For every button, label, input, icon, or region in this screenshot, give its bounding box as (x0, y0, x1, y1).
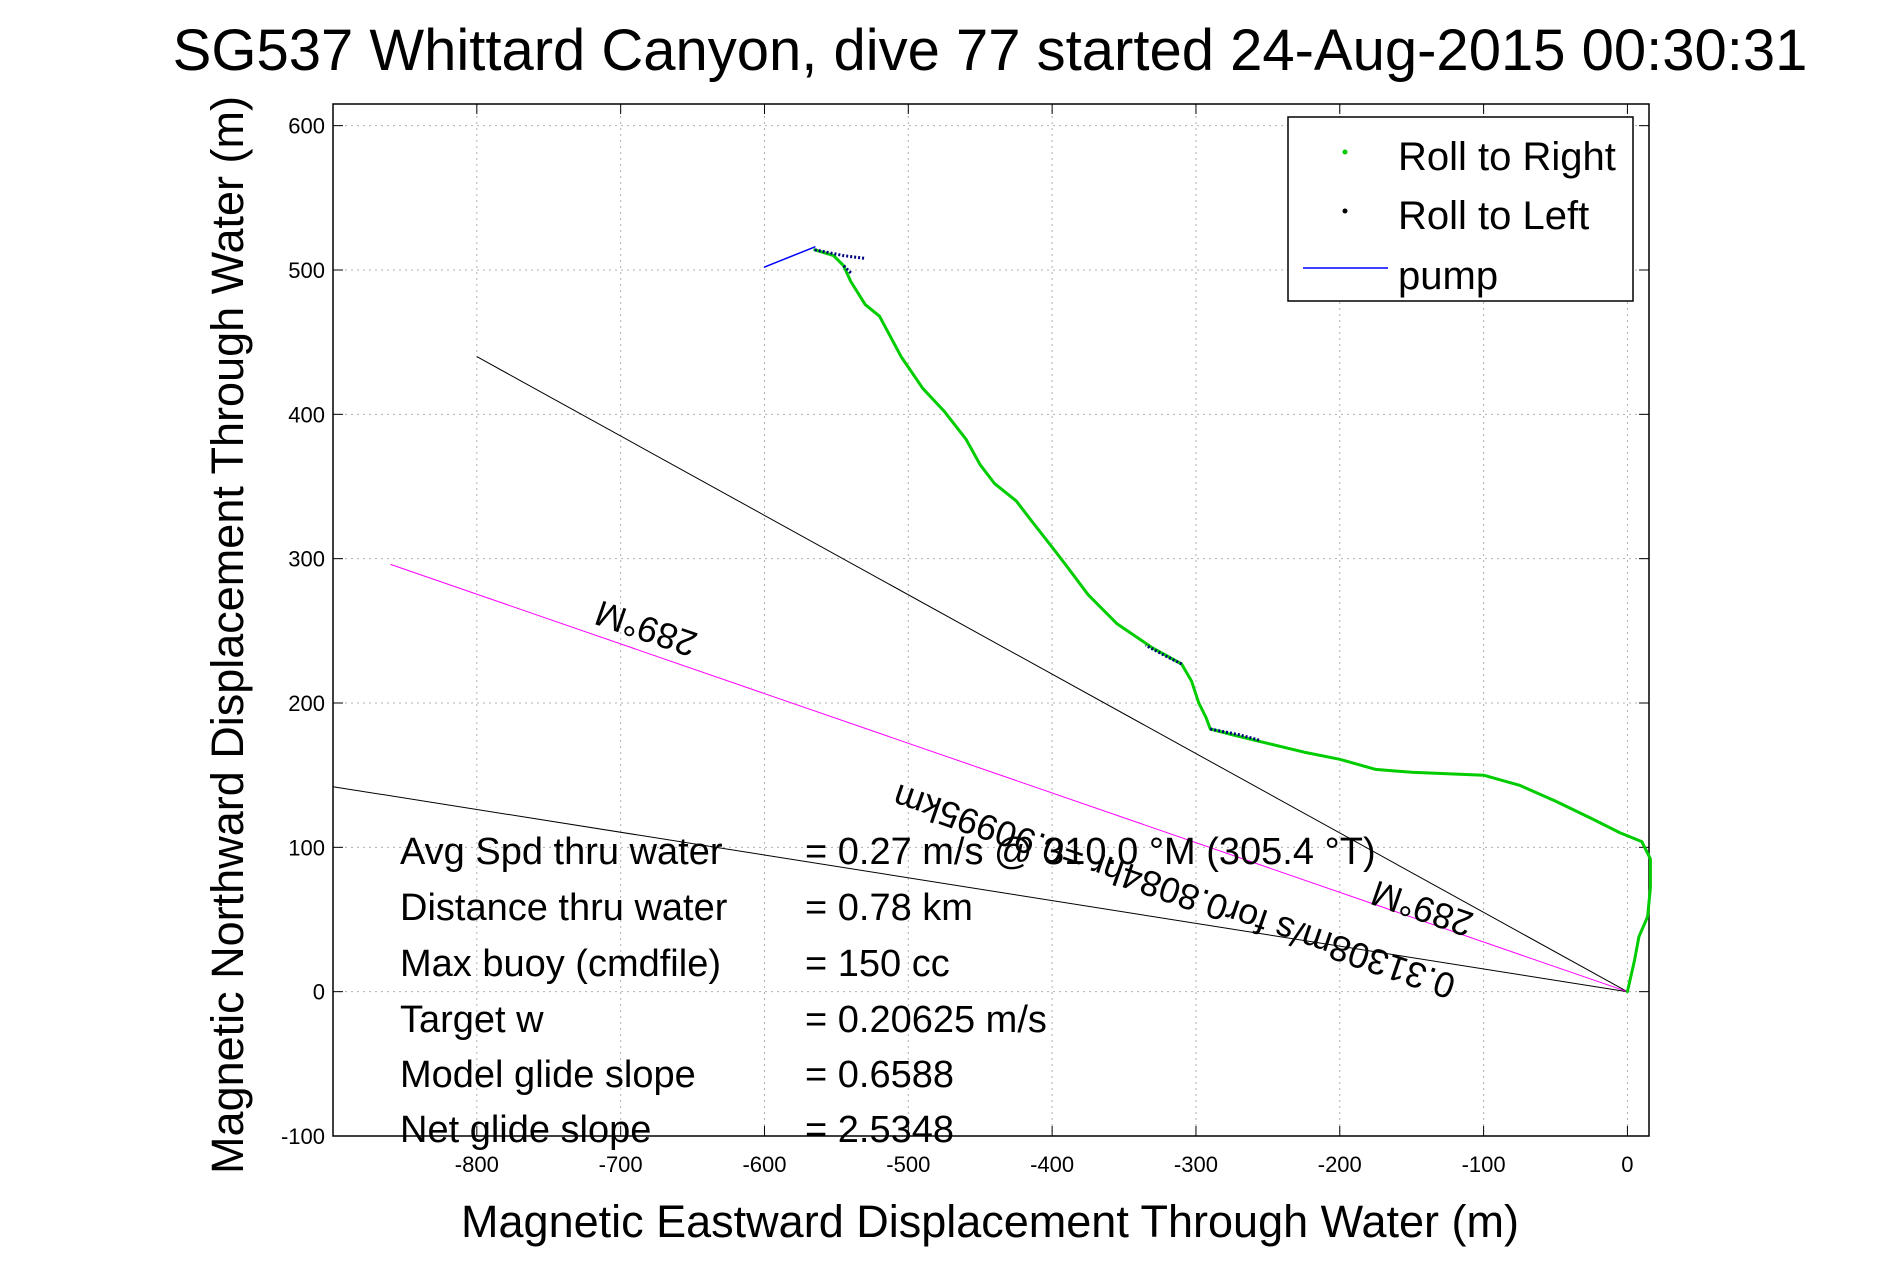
stat-value: = 150 cc (805, 943, 950, 985)
y-tick-label: 200 (288, 691, 325, 716)
stat-label: Distance thru water (400, 887, 728, 929)
stat-label: Net glide slope (400, 1109, 651, 1151)
x-tick-label: -200 (1318, 1152, 1362, 1177)
stat-label: Avg Spd thru water (400, 831, 723, 873)
x-tick-label: 0 (1621, 1152, 1633, 1177)
x-tick-label: -300 (1174, 1152, 1218, 1177)
x-tick-label: -100 (1462, 1152, 1506, 1177)
y-tick-label: 600 (288, 114, 325, 139)
x-tick-label: -600 (742, 1152, 786, 1177)
reference-line (476, 356, 1628, 993)
y-tick-label: 300 (288, 547, 325, 572)
series-roll-to-left (842, 264, 852, 274)
reference-line (390, 563, 1628, 993)
stat-label: Model glide slope (400, 1054, 696, 1096)
y-ticks: -100 0 100 200 300 400 500 600 (281, 114, 1649, 1149)
legend-marker-roll-right (1342, 149, 1348, 155)
stat-value: = 0.20625 m/s (805, 999, 1047, 1041)
y-tick-label: 0 (313, 980, 325, 1005)
chart-title: SG537 Whittard Canyon, dive 77 started 2… (173, 18, 1808, 83)
stat-value: = 2.5348 (805, 1109, 954, 1151)
series-roll-to-left (814, 248, 866, 260)
x-tick-label: -500 (886, 1152, 930, 1177)
y-tick-label: 500 (288, 258, 325, 283)
legend-marker-roll-left (1342, 208, 1348, 214)
series-group (763, 246, 1652, 994)
reference-line (332, 786, 1628, 993)
stats-block: Avg Spd thru water = 0.27 m/s @ 310.0 °M… (400, 831, 1376, 1151)
legend-label: Roll to Right (1398, 135, 1616, 179)
plot-frame (332, 103, 1650, 1137)
series-roll-to-right (813, 248, 1652, 994)
y-tick-label: 100 (288, 835, 325, 860)
series-roll-to-left (1210, 727, 1262, 742)
y-axis-label: Magnetic Northward Displacement Through … (202, 96, 253, 1174)
x-ticks: -800 -700 -600 -500 -400 -300 -200 -100 0 (455, 104, 1634, 1177)
legend-label: Roll to Left (1398, 194, 1589, 238)
x-axis-label: Magnetic Eastward Displacement Through W… (461, 1196, 1519, 1247)
series-pump (763, 246, 816, 268)
grid (333, 104, 1649, 1137)
x-tick-label: -700 (599, 1152, 643, 1177)
x-tick-label: -800 (455, 1152, 499, 1177)
stat-value: = 0.6588 (805, 1054, 954, 1096)
stat-label: Max buoy (cmdfile) (400, 943, 721, 985)
stat-value: = 0.27 m/s @ 310.0 °M (305.4 °T) (805, 831, 1376, 873)
legend-label: pump (1398, 254, 1498, 298)
y-tick-label: -100 (281, 1124, 325, 1149)
x-tick-label: -400 (1030, 1152, 1074, 1177)
stat-label: Target w (400, 999, 544, 1041)
stat-value: = 0.78 km (805, 887, 973, 929)
legend: Roll to Right Roll to Left pump (1287, 116, 1634, 302)
reference-lines (332, 356, 1628, 993)
series-roll-to-left (1144, 643, 1183, 666)
y-tick-label: 400 (288, 402, 325, 427)
